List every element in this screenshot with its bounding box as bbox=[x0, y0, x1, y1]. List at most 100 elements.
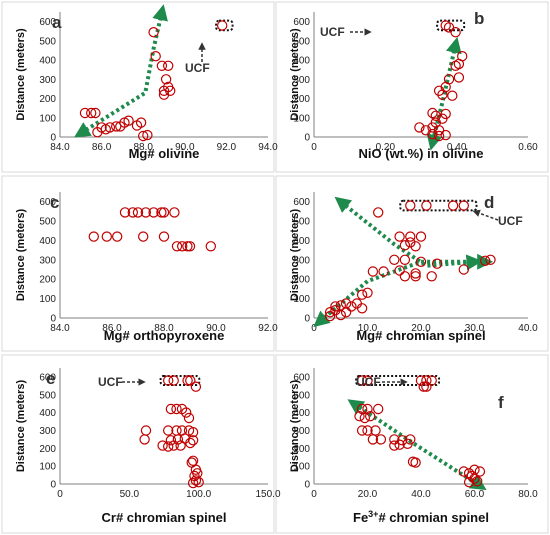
panel-label: e bbox=[46, 369, 55, 388]
data-point bbox=[458, 200, 469, 211]
data-point bbox=[367, 434, 379, 445]
data-point bbox=[176, 241, 188, 252]
data-point bbox=[185, 437, 196, 449]
data-point bbox=[162, 375, 174, 386]
data-point bbox=[88, 231, 100, 242]
x-tick-label: 0 bbox=[311, 323, 317, 334]
x-axis-label: Mg# orthopyroxene bbox=[104, 328, 225, 343]
data-point bbox=[447, 200, 459, 211]
data-point bbox=[415, 256, 427, 267]
data-point bbox=[440, 129, 451, 141]
y-tick-label: 400 bbox=[39, 236, 56, 247]
data-point bbox=[394, 231, 405, 242]
y-tick-label: 0 bbox=[50, 133, 56, 144]
x-tick-label: 60.0 bbox=[465, 489, 485, 500]
panel-d: 0 10.0 20.0 30.0 40.0 0 100 200 300 400 500 600 Mg# … bbox=[289, 192, 538, 343]
data-point bbox=[450, 27, 461, 38]
data-point bbox=[410, 241, 421, 252]
data-point bbox=[165, 403, 177, 415]
x-tick-label: 90.0 bbox=[175, 142, 195, 153]
ucf-box bbox=[436, 19, 466, 32]
data-point bbox=[150, 51, 161, 62]
data-point bbox=[427, 122, 438, 133]
data-point bbox=[139, 434, 150, 445]
x-tick-label: 92.0 bbox=[258, 323, 278, 334]
data-point bbox=[365, 411, 376, 422]
data-point bbox=[474, 466, 486, 477]
data-point bbox=[389, 440, 400, 451]
data-point bbox=[375, 434, 387, 445]
y-tick-label: 600 bbox=[293, 372, 310, 383]
x-tick-label: 84.0 bbox=[50, 323, 70, 334]
data-point bbox=[190, 381, 202, 392]
panel-label: c bbox=[50, 193, 59, 212]
data-point bbox=[340, 307, 352, 318]
y-tick-label: 0 bbox=[304, 480, 310, 491]
data-point bbox=[415, 375, 427, 386]
data-point bbox=[187, 427, 199, 438]
data-point bbox=[132, 207, 144, 218]
y-tick-label: 500 bbox=[293, 217, 310, 228]
data-point bbox=[184, 241, 196, 252]
y-tick-label: 0 bbox=[50, 480, 56, 491]
data-point bbox=[463, 477, 475, 488]
data-point bbox=[175, 440, 186, 451]
data-point bbox=[433, 130, 445, 142]
data-point bbox=[426, 375, 437, 386]
data-point bbox=[356, 425, 368, 436]
y-tick-label: 500 bbox=[39, 390, 56, 401]
panel-label: b bbox=[474, 9, 484, 28]
x-axis-label: Mg# olivine bbox=[129, 146, 200, 161]
y-tick-label: 600 bbox=[39, 197, 56, 208]
data-point bbox=[85, 107, 97, 119]
x-tick-label: 88.0 bbox=[133, 142, 153, 153]
y-tick-label: 100 bbox=[39, 294, 56, 305]
y-tick-label: 100 bbox=[293, 462, 310, 473]
panel-a: 84.0 86.0 88.0 90.0 92.0 94.0 0 100 200 300 400 500… bbox=[15, 4, 278, 161]
data-point bbox=[450, 60, 461, 72]
data-point bbox=[466, 470, 477, 482]
data-point bbox=[418, 381, 429, 392]
data-point bbox=[394, 265, 405, 276]
data-point bbox=[119, 207, 131, 218]
data-point bbox=[137, 231, 149, 242]
data-point bbox=[394, 439, 405, 450]
data-point bbox=[430, 110, 441, 122]
data-point bbox=[324, 310, 336, 322]
y-tick-label: 500 bbox=[293, 390, 310, 401]
data-point bbox=[399, 271, 411, 282]
y-tick-label: 0 bbox=[304, 133, 310, 144]
data-point bbox=[399, 240, 411, 251]
data-point bbox=[354, 411, 365, 422]
x-tick-label: 0 bbox=[311, 142, 317, 153]
data-point bbox=[431, 258, 443, 269]
y-tick-label: 600 bbox=[293, 17, 310, 28]
data-point bbox=[405, 237, 416, 248]
data-point bbox=[185, 375, 196, 386]
y-axis-label: Distance (meters) bbox=[289, 380, 301, 473]
data-point bbox=[373, 403, 384, 415]
x-tick-label: 20.0 bbox=[358, 489, 378, 500]
y-axis-label: Distance (meters) bbox=[289, 28, 301, 121]
y-axis-label: Distance (meters) bbox=[15, 209, 27, 302]
ucf-box bbox=[215, 19, 234, 32]
data-point bbox=[410, 457, 421, 468]
data-point bbox=[162, 425, 174, 436]
data-point bbox=[193, 477, 204, 488]
panel-c-frame bbox=[1, 175, 275, 352]
x-tick-label: 0 bbox=[57, 489, 63, 500]
data-point bbox=[421, 381, 432, 392]
y-tick-label: 200 bbox=[293, 94, 310, 105]
x-axis-label: Mg# chromian spinel bbox=[356, 328, 485, 343]
data-point bbox=[90, 107, 101, 119]
data-point bbox=[421, 200, 432, 211]
data-point bbox=[335, 309, 346, 321]
data-point bbox=[399, 254, 411, 265]
data-point bbox=[472, 476, 483, 487]
x-tick-label: 94.0 bbox=[258, 142, 278, 153]
data-point bbox=[356, 289, 368, 300]
y-tick-label: 300 bbox=[293, 426, 310, 437]
data-point bbox=[415, 231, 427, 242]
y-tick-label: 300 bbox=[293, 255, 310, 266]
x-axis-label: Cr# chromian spinel bbox=[102, 510, 227, 525]
